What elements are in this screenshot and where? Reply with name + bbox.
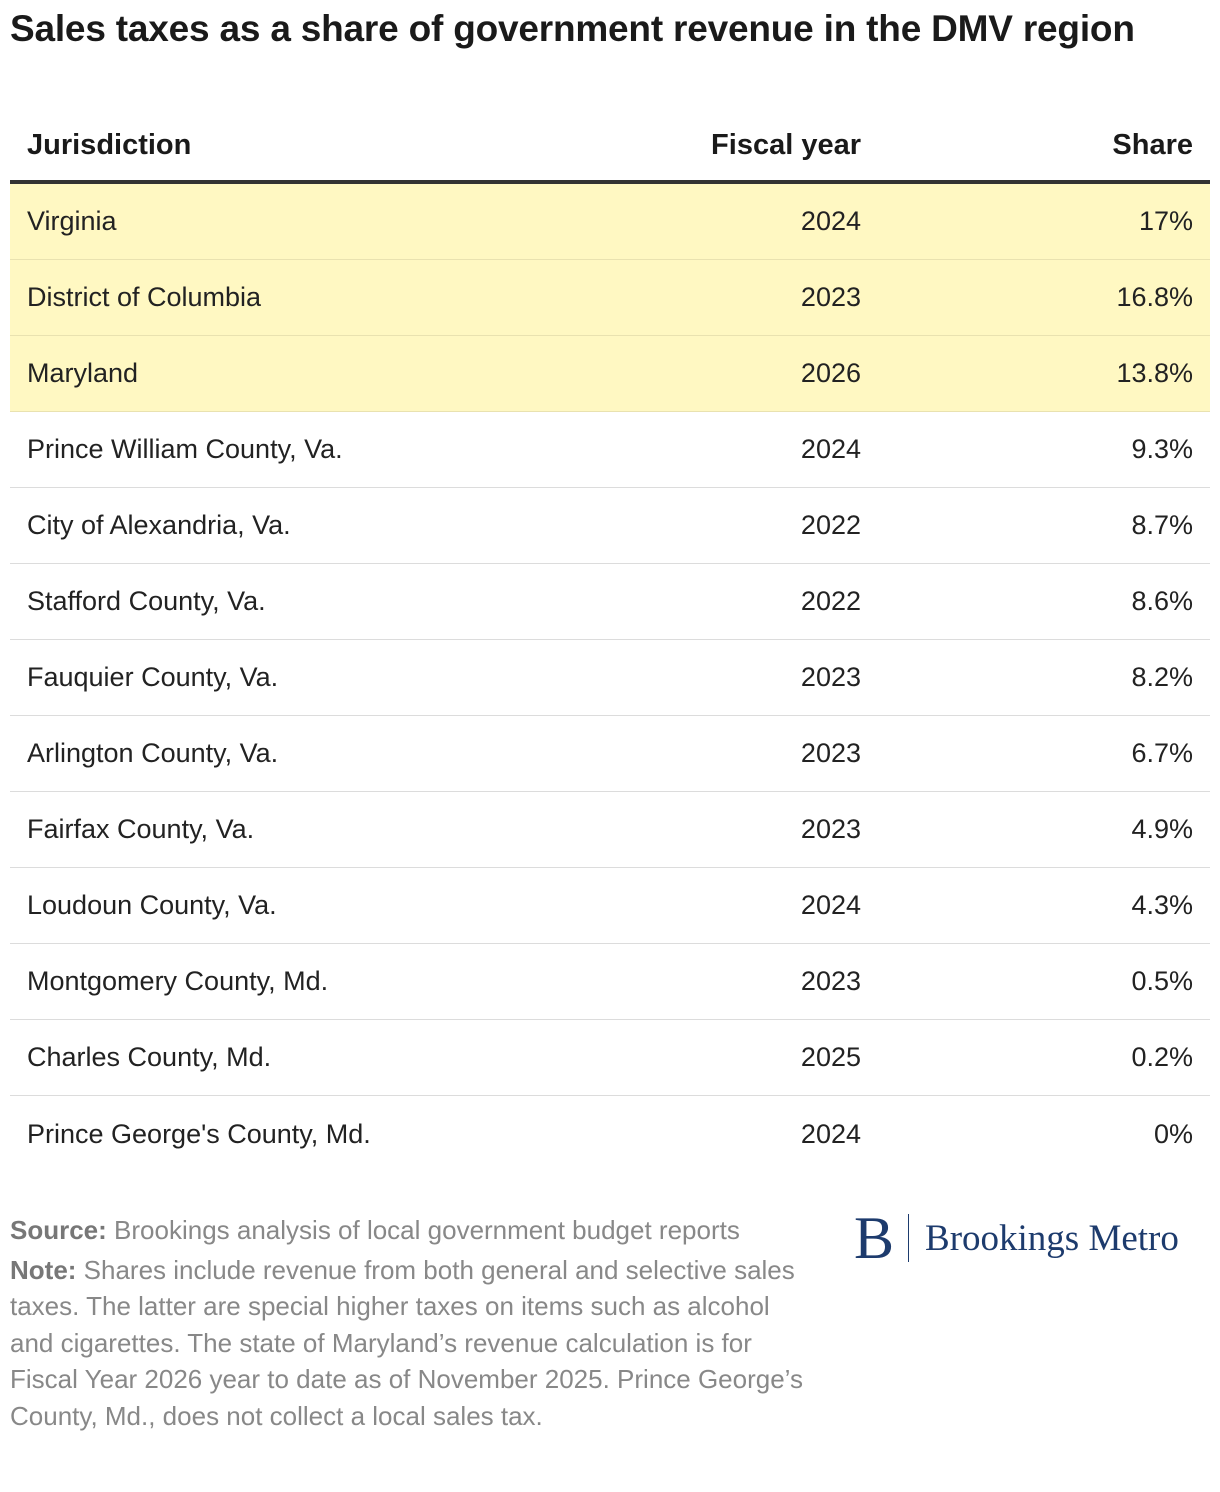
note-label: Note: — [10, 1254, 77, 1285]
table-row: Montgomery County, Md. 2023 0.5% — [10, 944, 1210, 1020]
table-row: Loudoun County, Va. 2024 4.3% — [10, 868, 1210, 944]
table-header: Jurisdiction Fiscal year Share — [10, 110, 1210, 184]
table-row: Arlington County, Va. 2023 6.7% — [10, 716, 1210, 792]
logo-divider — [908, 1214, 910, 1262]
table-row: Maryland 2026 13.8% — [10, 336, 1210, 412]
cell-share: 8.7% — [1131, 510, 1193, 540]
cell-jurisdiction: Stafford County, Va. — [27, 586, 266, 616]
table-row: Fauquier County, Va. 2023 8.2% — [10, 640, 1210, 716]
cell-share: 6.7% — [1131, 738, 1193, 768]
cell-share: 0.2% — [1131, 1042, 1193, 1072]
cell-share: 4.3% — [1131, 890, 1193, 920]
source-line: Source: Brookings analysis of local gove… — [10, 1212, 810, 1249]
table-row: City of Alexandria, Va. 2022 8.7% — [10, 488, 1210, 564]
cell-fiscal-year: 2023 — [800, 814, 861, 844]
table-row: Stafford County, Va. 2022 8.6% — [10, 564, 1210, 640]
cell-share: 0.5% — [1131, 966, 1193, 996]
cell-fiscal-year: 2023 — [800, 282, 861, 312]
cell-fiscal-year: 2025 — [800, 1042, 861, 1072]
cell-jurisdiction: Loudoun County, Va. — [27, 890, 277, 920]
table-row: Virginia 2024 17% — [10, 184, 1210, 260]
column-header-jurisdiction: Jurisdiction — [27, 128, 192, 161]
note-text: Shares include revenue from both general… — [10, 1254, 803, 1431]
brookings-metro-logo: B Brookings Metro — [852, 1208, 1212, 1268]
cell-share: 13.8% — [1116, 358, 1193, 388]
cell-jurisdiction: Arlington County, Va. — [27, 738, 279, 768]
cell-jurisdiction: Prince George's County, Md. — [27, 1118, 371, 1149]
cell-share: 4.9% — [1131, 814, 1193, 844]
cell-jurisdiction: City of Alexandria, Va. — [27, 510, 291, 540]
table-row: Prince William County, Va. 2024 9.3% — [10, 412, 1210, 488]
cell-jurisdiction: Fairfax County, Va. — [27, 814, 255, 844]
cell-fiscal-year: 2026 — [800, 358, 861, 388]
cell-jurisdiction: Maryland — [27, 358, 139, 388]
table-row: Fairfax County, Va. 2023 4.9% — [10, 792, 1210, 868]
cell-share: 8.2% — [1131, 662, 1193, 692]
cell-fiscal-year: 2024 — [800, 890, 861, 920]
cell-share: 17% — [1138, 206, 1193, 236]
cell-fiscal-year: 2024 — [800, 1118, 861, 1149]
cell-jurisdiction: Virginia — [27, 206, 117, 236]
data-table: Jurisdiction Fiscal year Share Virginia 2… — [10, 110, 1210, 1172]
cell-fiscal-year: 2022 — [800, 586, 861, 616]
logo-mark: B — [854, 1205, 895, 1271]
table-row: Prince George's County, Md. 2024 0% — [10, 1096, 1210, 1172]
column-header-share: Share — [1112, 128, 1193, 161]
cell-jurisdiction: Prince William County, Va. — [27, 434, 343, 464]
cell-share: 9.3% — [1131, 434, 1193, 464]
cell-fiscal-year: 2023 — [800, 738, 861, 768]
cell-jurisdiction: Montgomery County, Md. — [27, 966, 329, 996]
cell-share: 8.6% — [1131, 586, 1193, 616]
footer: Source: Brookings analysis of local gove… — [10, 1212, 810, 1434]
source-text: Brookings analysis of local government b… — [114, 1215, 740, 1245]
cell-jurisdiction: Charles County, Md. — [27, 1042, 272, 1072]
table-row: Charles County, Md. 2025 0.2% — [10, 1020, 1210, 1096]
logo-text: Brookings Metro — [925, 1217, 1179, 1259]
column-header-fiscal-year: Fiscal year — [711, 128, 861, 161]
cell-fiscal-year: 2023 — [800, 662, 861, 692]
cell-fiscal-year: 2024 — [800, 434, 861, 464]
chart-title: Sales taxes as a share of government rev… — [10, 8, 1135, 49]
table-row: District of Columbia 2023 16.8% — [10, 260, 1210, 336]
cell-fiscal-year: 2023 — [800, 966, 861, 996]
source-label: Source: — [10, 1215, 107, 1245]
cell-fiscal-year: 2022 — [800, 510, 861, 540]
cell-fiscal-year: 2024 — [800, 206, 861, 236]
table-body: Virginia 2024 17% District of Columbia 2023 1… — [10, 184, 1210, 1172]
cell-share: 16.8% — [1116, 282, 1193, 312]
cell-share: 0% — [1153, 1118, 1193, 1149]
note-line: Note: Shares include revenue from both g… — [10, 1252, 810, 1435]
cell-jurisdiction: District of Columbia — [27, 282, 262, 312]
cell-jurisdiction: Fauquier County, Va. — [27, 662, 279, 692]
